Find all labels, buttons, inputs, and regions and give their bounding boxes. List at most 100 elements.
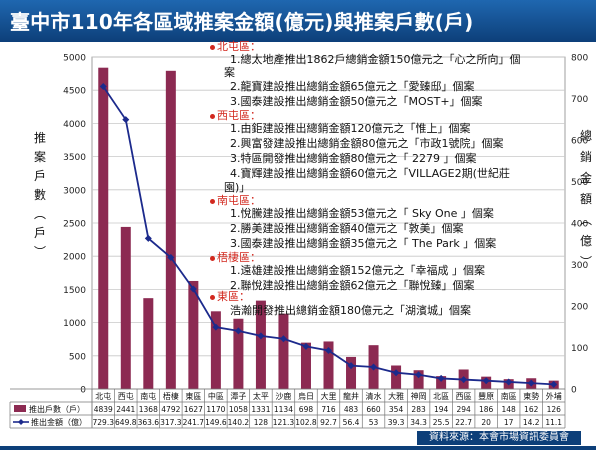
bar-value-label: 162	[524, 405, 539, 414]
bar-value-label: 148	[502, 405, 517, 414]
district-heading: 東區：	[210, 290, 250, 303]
axis-title-char: 戶	[34, 169, 46, 183]
bullet-icon	[210, 255, 215, 261]
bar	[300, 342, 311, 389]
bar-value-label: 186	[479, 405, 494, 414]
x-tick-label: 神岡	[411, 391, 427, 401]
axis-title-char: ︵	[580, 213, 592, 227]
line-value-label: 34.3	[410, 418, 427, 427]
line-point	[234, 327, 242, 335]
line-value-label: 128	[254, 418, 269, 427]
annotation-line: 2.聯悅建設推出總銷金額62億元之「聯悅臻」個案	[230, 279, 475, 292]
annotation-line: 2.興富發建設推出總銷金額80億元之「市政1號院」個案	[230, 137, 504, 150]
title-bar: 臺中市110年各區域推案金額(億元)與推案戶數(戶)	[0, 0, 596, 42]
line-value-label: 17	[504, 418, 514, 427]
bullet-icon	[210, 44, 215, 50]
bar	[278, 313, 289, 389]
bar	[165, 70, 176, 389]
x-tick-label: 西區	[456, 392, 472, 401]
line-value-label: 121.3	[273, 418, 295, 427]
bar-value-label: 716	[321, 405, 336, 414]
y-left-tick-label: 0	[80, 386, 86, 396]
bar	[188, 280, 199, 389]
line-value-label: 241.7	[183, 418, 205, 427]
line-point	[415, 371, 423, 379]
y-left-tick-label: 1500	[63, 286, 86, 296]
bar	[210, 311, 221, 389]
line-value-label: 317.3	[160, 418, 182, 427]
y-right-tick-label: 800	[571, 54, 588, 64]
district-label: 北屯區：	[217, 40, 261, 53]
bullet-icon	[210, 294, 215, 300]
x-tick-label: 潭子	[230, 392, 246, 401]
annotation-line: 1.由鉅建設推出總銷金額120億元之「惟上」個案	[230, 122, 471, 135]
axis-title-char: 億	[580, 234, 592, 248]
district-label: 南屯區：	[217, 194, 261, 207]
line-point	[370, 363, 378, 371]
bar-value-label: 698	[299, 405, 314, 414]
line-point	[527, 379, 535, 387]
line-value-label: 140.2	[228, 418, 250, 427]
bar	[120, 226, 131, 389]
line-value-label: 56.4	[343, 418, 360, 427]
annotation-line: 3.特區開發推出總銷金額80億元之「 2279 」個案	[230, 152, 477, 165]
annotations: 北屯區： 1.總太地產推出1862戶總銷金額150億元之「心之所向」個案 2.龍寶建…	[210, 40, 520, 317]
line-point	[460, 376, 468, 384]
source-note: 資料來源：本會市場資訊委員會	[417, 431, 581, 445]
y-right-tick-label: 200	[571, 303, 588, 313]
line-point	[122, 116, 130, 124]
line-point	[325, 347, 332, 355]
bar-value-label: 354	[389, 405, 404, 414]
bar	[143, 298, 154, 389]
chart-title: 臺中市110年各區域推案金額(億元)與推案戶數(戶)	[10, 10, 474, 34]
line-value-label: 92.7	[320, 418, 337, 427]
legend-label: 推出金額（億）	[31, 417, 87, 427]
line-value-label: 149.6	[205, 418, 227, 427]
line-point	[347, 362, 355, 370]
line-value-label: 729.3	[93, 418, 115, 427]
line-point	[212, 323, 220, 331]
bar	[436, 376, 447, 389]
y-right-tick-label: 500	[571, 178, 588, 188]
x-tick-label: 中區	[208, 391, 224, 401]
y-left-tick-label: 2500	[63, 220, 86, 230]
line-point	[257, 332, 265, 340]
axis-title-char: 金	[580, 170, 592, 185]
bar-value-label: 660	[366, 405, 381, 414]
y-right-tick-label: 0	[571, 386, 577, 396]
annotation-line: 1.遠雄建設推出總銷金額152億元之「幸福成 」個案	[230, 264, 485, 277]
annotation-line: 浩瀚開發推出總銷金額180億元之「湖濱城」個案	[230, 304, 471, 317]
bar-value-label: 2441	[116, 405, 135, 414]
x-tick-label: 龍井	[343, 391, 359, 401]
axis-title-char: 銷	[580, 149, 592, 164]
line-point	[302, 342, 310, 350]
bar-value-label: 283	[411, 405, 426, 414]
y-left-tick-label: 3000	[63, 186, 86, 196]
line-value-label: 22.7	[455, 418, 472, 427]
line-value-label: 53	[369, 418, 379, 427]
x-tick-label: 豐原	[478, 391, 494, 401]
line-value-label: 11.1	[545, 418, 562, 427]
bar	[413, 370, 424, 389]
bullet-icon	[210, 113, 215, 119]
x-tick-label: 南屯	[140, 391, 156, 401]
axis-title-char: 案	[34, 149, 46, 164]
line-value-label: 14.2	[523, 418, 540, 427]
annotation-line: 3.國泰建設推出總銷金額35億元之「 The Park 」個案	[230, 237, 497, 250]
bar	[323, 341, 334, 389]
line-value-label: 20	[481, 418, 491, 427]
axis-title-char: ︶	[580, 255, 592, 269]
x-tick-label: 烏日	[298, 391, 314, 401]
bar-value-label: 4839	[94, 405, 113, 414]
annotation-line: 4.寶輝建設推出總銷金額60億元之「VILLAGE2期(世紀莊	[230, 167, 510, 180]
y-left-tick-label: 1000	[63, 319, 86, 329]
x-tick-label: 太平	[253, 391, 269, 401]
bar-value-label: 1170	[206, 405, 225, 414]
annotation-line: 2.勝美建設推出總銷金額40億元之「敦美」個案	[230, 222, 464, 235]
district-label: 梧棲區：	[217, 251, 261, 264]
axis-title-char: ︵	[34, 207, 46, 221]
x-tick-label: 南區	[501, 391, 517, 401]
bullet-icon	[210, 198, 215, 204]
